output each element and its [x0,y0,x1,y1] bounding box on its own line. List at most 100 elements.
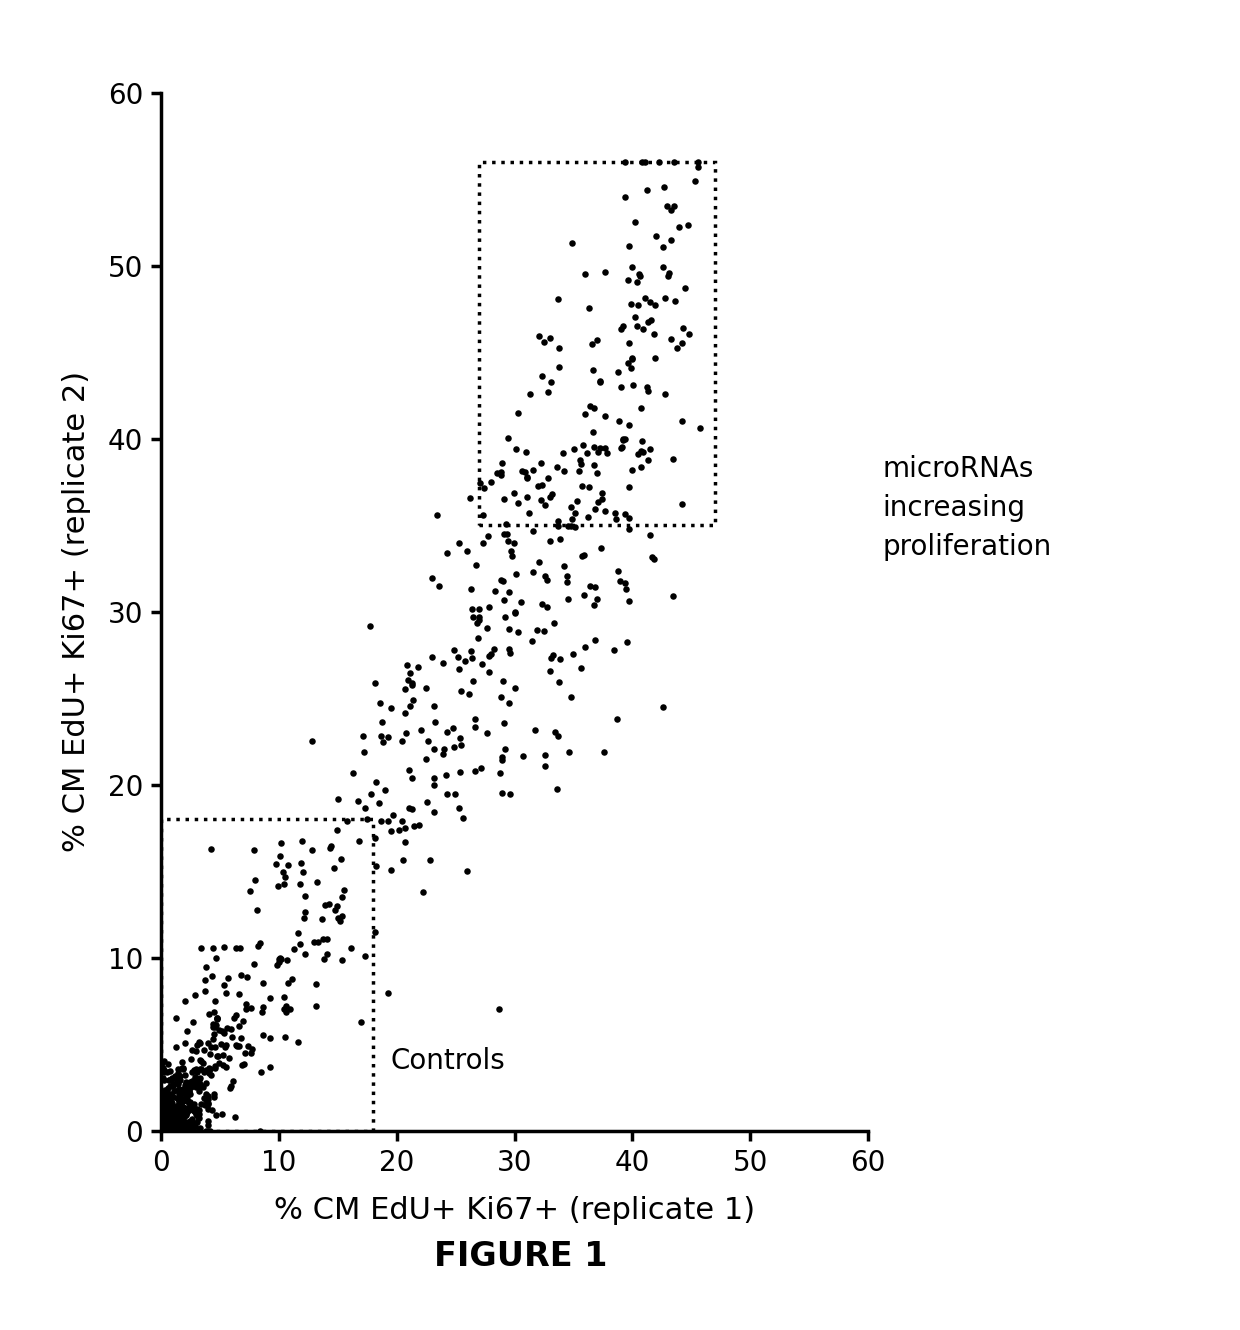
Point [531,489,551,511]
Point [636,287,656,309]
Point [179,1120,198,1141]
Point [154,1120,174,1141]
Point [517,465,537,487]
Point [151,1120,171,1141]
Point [155,1113,175,1134]
Point [312,928,332,950]
Point [423,568,443,589]
Point [196,1120,216,1141]
Point [151,1120,171,1141]
Point [260,987,280,1008]
Point [160,1097,180,1119]
Point [165,1120,185,1141]
Point [399,797,419,818]
Point [156,1119,176,1140]
Point [306,995,326,1016]
Point [179,1112,198,1133]
Point [203,1024,223,1045]
Point [179,1072,198,1093]
Point [190,1032,210,1053]
Point [156,1109,176,1130]
Point [151,1095,171,1116]
Point [213,936,233,958]
Point [321,835,341,857]
Point [169,1119,188,1140]
Point [652,235,672,257]
Point [166,1116,186,1137]
Point [186,1059,206,1080]
Point [192,1076,212,1097]
Point [378,810,398,831]
Point [229,983,249,1004]
Point [164,1099,184,1120]
Point [161,1108,181,1129]
Point [160,1089,180,1111]
Point [151,1111,171,1132]
Point [269,875,289,896]
Point [195,1095,215,1116]
Point [157,1109,177,1130]
Point [156,1112,176,1133]
Point [461,579,481,600]
Point [640,524,660,545]
Point [160,1105,180,1127]
Point [621,356,641,378]
Point [221,1019,241,1040]
Point [181,1117,201,1138]
Point [284,938,304,959]
Point [238,1036,258,1057]
Point [160,1097,180,1119]
Point [428,504,448,525]
Point [176,1091,196,1112]
Point [655,383,675,404]
Point [153,1111,172,1132]
Point [223,1008,243,1029]
Point [536,755,556,777]
Point [315,894,335,915]
Point [154,1104,174,1125]
Point [492,782,512,803]
Point [188,1069,208,1091]
Point [155,1101,175,1123]
Point [532,593,552,614]
Point [156,1099,176,1120]
Point [622,375,642,396]
Point [608,560,627,581]
Point [151,1120,171,1141]
Point [527,620,547,641]
Point [156,1099,176,1120]
Point [531,452,551,473]
Point [402,767,422,789]
Point [159,1097,179,1119]
Point [629,263,649,285]
Point [157,1120,177,1141]
Point [190,1103,210,1124]
Point [172,1052,192,1073]
Point [170,1099,190,1120]
Point [399,759,419,781]
Point [155,1120,175,1141]
Point [267,854,286,875]
Point [154,1068,174,1089]
Point [451,680,471,701]
Point [205,1057,224,1079]
Point [477,722,497,743]
Point [169,1120,188,1141]
Point [155,1096,175,1117]
Point [404,815,424,837]
Point [181,1095,201,1116]
Point [161,1115,181,1136]
Point [595,406,615,427]
Point [154,1069,174,1091]
Point [417,749,436,770]
Point [169,1120,188,1141]
Point [174,1097,193,1119]
Point [267,955,286,976]
Point [579,298,599,319]
Point [188,1099,208,1120]
Point [172,1100,192,1121]
Point [186,1076,206,1097]
Point [331,849,351,870]
Point [629,444,649,466]
Point [542,483,562,504]
